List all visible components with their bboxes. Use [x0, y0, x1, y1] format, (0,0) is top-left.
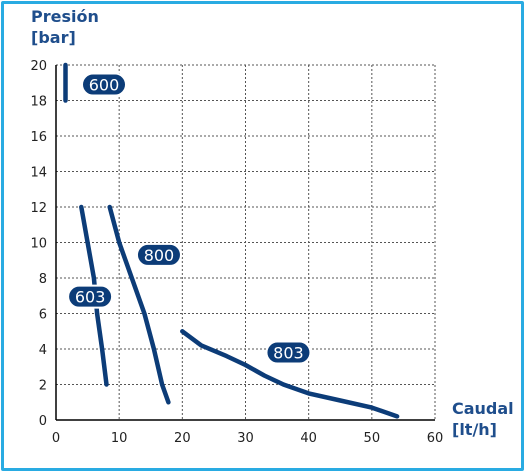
x-tick-label: 20 [174, 431, 191, 446]
series-label-badge-603 [67, 284, 114, 309]
x-tick-label: 60 [427, 431, 444, 446]
y-tick-label: 2 [39, 379, 47, 394]
series-line-800 [107, 204, 171, 405]
series-label-text-800: 800 [144, 246, 175, 265]
x-axis-unit: [lt/h] [452, 420, 497, 439]
series-label-text-603: 603 [75, 288, 106, 307]
series-line-803 [180, 329, 400, 419]
series-lines [63, 62, 400, 419]
x-tick-label: 0 [52, 431, 60, 446]
series-labels: 600 800 603 803 [67, 72, 312, 365]
y-tick-label: 6 [39, 308, 47, 323]
series-label-badge-600 [81, 72, 128, 97]
series-label-badge-803 [265, 340, 312, 365]
x-axis-label: Caudal [lt/h] [452, 398, 514, 440]
y-tick-label: 8 [39, 272, 47, 287]
y-tick-label: 16 [30, 130, 47, 145]
y-tick-label: 20 [30, 59, 47, 74]
series-label-text-803: 803 [273, 344, 304, 363]
y-tick-label: 4 [39, 343, 47, 358]
x-tick-label: 10 [111, 431, 128, 446]
y-tick-label: 10 [30, 237, 47, 252]
tick-labels: 0 2 4 6 8 10 12 14 16 18 20 0 10 20 30 40 50 60 [30, 59, 443, 446]
y-axis-unit: [bar] [31, 28, 76, 47]
y-axis-label: Presión [bar] [31, 6, 99, 48]
y-axis-title: Presión [31, 7, 99, 26]
y-tick-label: 18 [30, 95, 47, 110]
x-axis-title: Caudal [452, 399, 514, 418]
y-tick-label: 12 [30, 201, 47, 216]
series-label-badge-800 [135, 242, 182, 267]
x-tick-label: 50 [364, 431, 381, 446]
series-label-text-600: 600 [89, 76, 120, 95]
x-tick-label: 30 [237, 431, 254, 446]
x-tick-label: 40 [300, 431, 317, 446]
y-tick-label: 0 [39, 414, 47, 429]
y-tick-label: 14 [30, 166, 47, 181]
